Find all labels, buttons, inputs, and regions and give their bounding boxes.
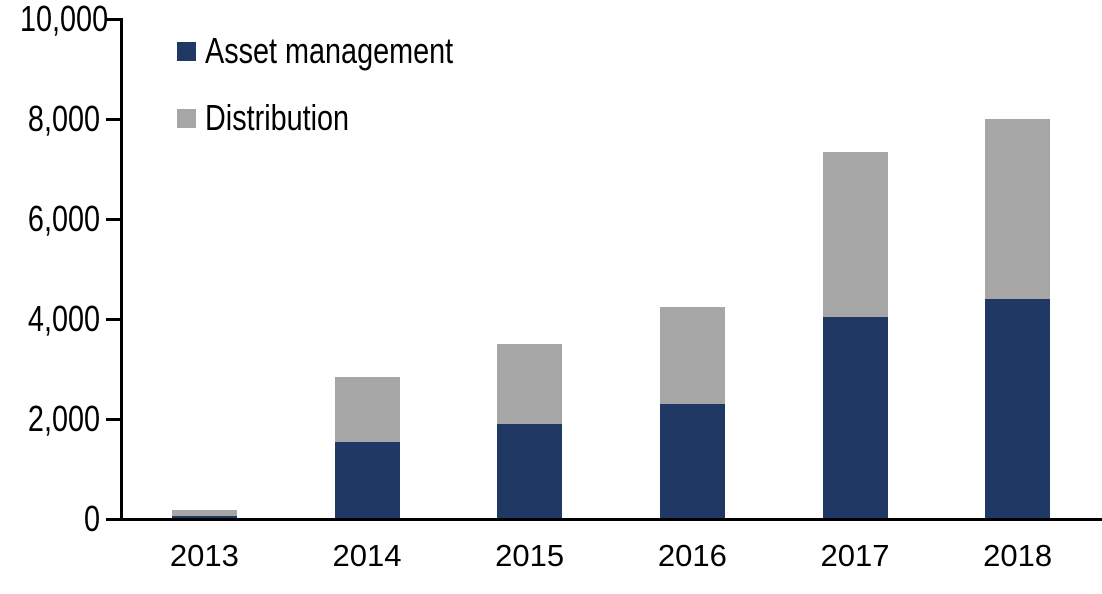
bar-2013-asset-management <box>171 516 237 519</box>
y-axis-line <box>120 19 123 521</box>
bar-2017-asset-management <box>822 316 888 519</box>
x-axis-label-2016: 2016 <box>657 538 727 573</box>
bar-2017-distribution <box>822 151 888 317</box>
bar-2015-asset-management <box>497 424 563 519</box>
y-axis-tick-label: 2,000 <box>27 398 100 439</box>
bar-2018-distribution <box>985 119 1051 299</box>
legend-label-distribution: Distribution <box>205 97 350 138</box>
y-axis-tick <box>106 17 123 21</box>
y-axis-tick-label: 10,000 <box>20 0 109 39</box>
y-axis-tick <box>106 317 123 321</box>
plot-area <box>123 19 1099 519</box>
y-axis-tick <box>106 417 123 421</box>
bar-2018-asset-management <box>985 299 1051 519</box>
legend-item-asset-management: Asset management <box>177 31 515 71</box>
bar-2016-distribution <box>659 306 725 404</box>
y-axis-tick <box>106 217 123 221</box>
bar-2014-asset-management <box>334 441 400 519</box>
bar-2014-distribution <box>334 376 400 442</box>
x-axis-label-2017: 2017 <box>820 538 890 573</box>
y-axis-tick <box>106 117 123 121</box>
y-axis-tick-label: 6,000 <box>27 198 100 239</box>
y-axis-tick-label: 8,000 <box>27 98 100 139</box>
x-axis-label-2015: 2015 <box>495 538 565 573</box>
bar-2015-distribution <box>497 344 563 424</box>
asset-management-swatch-icon <box>177 41 196 61</box>
bar-2016-asset-management <box>659 404 725 519</box>
legend-item-distribution: Distribution <box>177 98 385 138</box>
x-axis-label-2018: 2018 <box>983 538 1053 573</box>
x-axis-label-2014: 2014 <box>332 538 402 573</box>
legend-label-asset-management: Asset management <box>205 30 454 71</box>
x-axis-label-2013: 2013 <box>169 538 239 573</box>
bar-2013-distribution <box>171 509 237 516</box>
y-axis-tick-label: 0 <box>83 498 100 539</box>
distribution-swatch-icon <box>177 108 196 128</box>
y-axis-tick <box>106 517 123 521</box>
x-axis-line <box>120 518 1102 521</box>
y-axis-tick-label: 4,000 <box>27 298 100 339</box>
